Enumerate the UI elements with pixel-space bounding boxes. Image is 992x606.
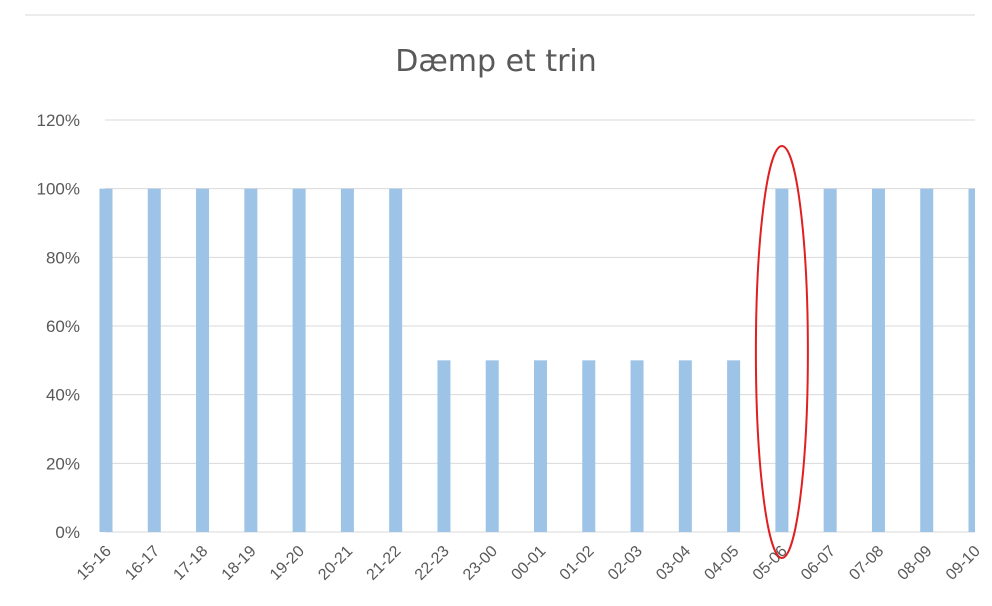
highlight-ellipse [754,145,809,559]
x-tick-label: 06-07 [798,543,839,584]
bar-06-07 [823,188,837,532]
bar-00-01 [534,360,547,532]
y-axis-ticks: 0% 20% 40% 60% 80% 100% 120% [37,111,80,542]
x-tick-label: 01-02 [557,543,598,584]
bar-15-16 [99,188,113,532]
y-tick-label: 20% [46,454,80,473]
x-tick-label: 17-18 [170,543,211,584]
x-axis-ticks: 15-16 16-17 17-18 18-19 19-20 20-21 21-22 22-23… [74,543,984,584]
bar-07-08 [871,188,885,532]
x-tick-label: 03-04 [653,543,694,584]
y-tick-label: 100% [37,180,80,199]
x-tick-label: 09-10 [943,543,984,584]
x-tick-label: 02-03 [605,543,646,584]
bar-16-17 [147,188,161,532]
bar-02-03 [630,360,644,532]
y-tick-label: 60% [46,317,80,336]
bar-03-04 [678,360,692,532]
x-tick-label: 07-08 [846,543,887,584]
bar-09-10 [968,188,975,532]
x-tick-label: 08-09 [895,543,936,584]
bars [99,188,975,532]
x-tick-label: 23-00 [460,543,501,584]
x-tick-label: 00-01 [508,543,549,584]
bar-21-22 [389,188,403,532]
bar-18-19 [244,188,258,532]
x-tick-label: 20-21 [315,543,356,584]
bar-05-06 [775,188,789,532]
x-tick-label: 22-23 [412,543,453,584]
bar-22-23 [437,360,451,532]
y-tick-label: 0% [55,523,80,542]
x-tick-label: 04-05 [701,543,742,584]
x-tick-label: 18-19 [219,543,260,584]
bar-19-20 [292,188,306,532]
chart-title: Dæmp et trin [395,44,597,79]
annotations [754,145,809,559]
y-tick-label: 120% [37,111,80,130]
bar-04-05 [727,360,741,532]
bar-01-02 [582,360,596,532]
y-tick-label: 40% [46,386,80,405]
y-tick-label: 80% [46,248,80,267]
x-tick-label: 05-06 [750,543,791,584]
bar-17-18 [196,188,210,532]
x-tick-label: 19-20 [267,543,308,584]
bar-20-21 [340,188,354,532]
x-tick-label: 15-16 [74,543,115,584]
bar-08-09 [920,188,934,532]
x-tick-label: 21-22 [364,543,405,584]
bar-23-00 [485,360,499,532]
x-tick-label: 16-17 [122,543,163,584]
